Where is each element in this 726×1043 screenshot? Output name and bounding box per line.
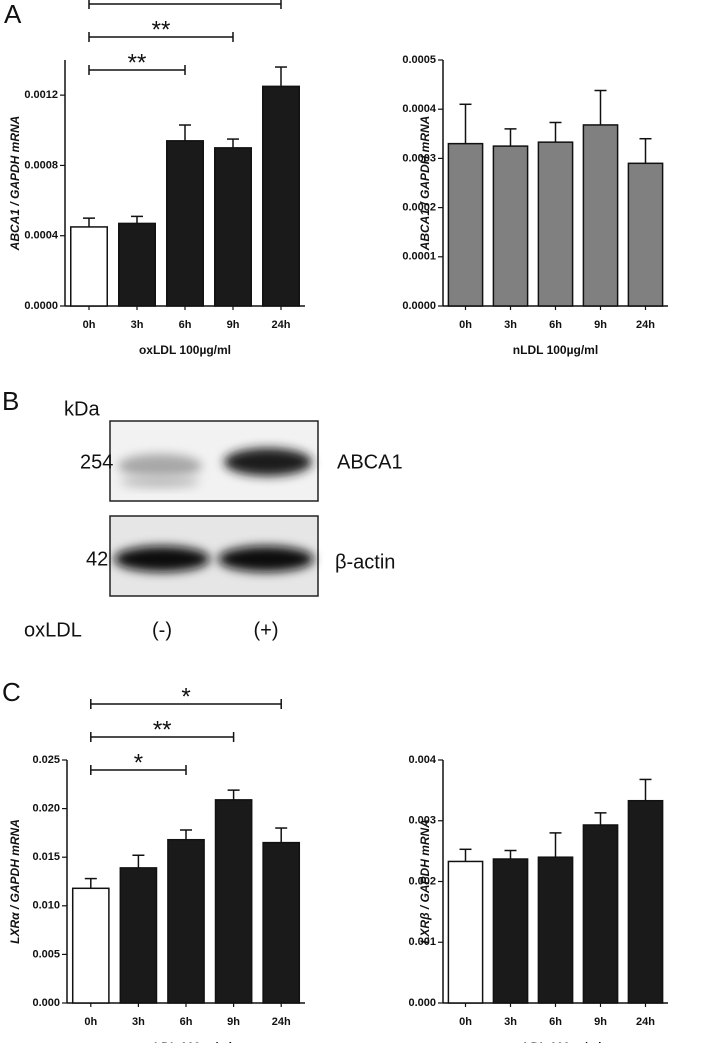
bar <box>492 145 529 307</box>
x-tick-label: 24h <box>636 319 655 331</box>
y-tick-label: 0.0004 <box>24 230 59 242</box>
y-tick-label: 0.0003 <box>402 152 436 164</box>
y-tick-label: 0.010 <box>32 900 60 912</box>
y-tick-label: 0.005 <box>32 948 60 960</box>
x-tick-label: 3h <box>132 1016 145 1028</box>
y-tick-label: 0.0004 <box>402 103 437 115</box>
significance-label: ** <box>153 716 172 743</box>
bar <box>627 799 664 1004</box>
y-tick-label: 0.0002 <box>402 202 436 214</box>
y-tick-label: 0.003 <box>408 815 436 827</box>
bar <box>118 222 156 307</box>
blot-band <box>218 546 314 572</box>
blot-unit: kDa <box>64 398 100 420</box>
lane-label: (-) <box>152 619 172 641</box>
significance-label: * <box>181 683 190 710</box>
y-axis-label: ABCA1 / GAPDH mRNA <box>418 116 432 252</box>
x-tick-label: 3h <box>504 319 517 331</box>
bar <box>214 147 252 307</box>
panel-letter: A <box>4 0 22 29</box>
y-axis-label: ABCA1 / GAPDH mRNA <box>8 116 22 252</box>
western-blot: kDa 254 ABCA1 42 β-actin oxLDL (-) (+) <box>24 398 403 641</box>
x-tick-label: 3h <box>131 319 144 331</box>
bar <box>262 841 301 1004</box>
blot-band <box>120 476 200 488</box>
panel-letter: B <box>2 386 19 416</box>
band-label: ABCA1 <box>337 451 403 473</box>
x-tick-label: 0h <box>83 319 96 331</box>
x-tick-label: 6h <box>179 319 192 331</box>
x-tick-label: 24h <box>636 1016 655 1028</box>
band-size: 42 <box>86 548 108 570</box>
blot-band <box>118 454 202 478</box>
x-tick-label: 0h <box>84 1016 97 1028</box>
y-tick-label: 0.002 <box>408 875 436 887</box>
x-tick-label: 0h <box>459 1016 472 1028</box>
bar <box>447 142 484 307</box>
y-tick-label: 0.000 <box>32 997 60 1009</box>
y-tick-label: 0.0005 <box>402 54 436 66</box>
y-tick-label: 0.025 <box>32 754 60 766</box>
x-tick-label: 9h <box>594 319 607 331</box>
y-tick-label: 0.0001 <box>402 251 436 263</box>
x-tick-label: 6h <box>180 1016 193 1028</box>
y-axis-label: LXRβ / GAPDH mRNA <box>418 819 432 944</box>
y-tick-label: 0.0012 <box>24 89 58 101</box>
x-tick-label: 9h <box>227 319 240 331</box>
blot-band <box>224 448 312 476</box>
significance-label: ** <box>176 0 195 10</box>
treatment-label: oxLDL <box>24 619 82 641</box>
bar <box>537 856 574 1004</box>
significance-label: * <box>134 749 143 776</box>
y-tick-label: 0.0008 <box>24 159 58 171</box>
bar <box>71 887 110 1004</box>
x-axis-label: oxLDL 100µg/ml <box>509 1040 601 1043</box>
y-tick-label: 0.015 <box>32 851 60 863</box>
significance-label: ** <box>152 16 171 43</box>
y-axis-label: LXRα / GAPDH mRNA <box>8 819 22 944</box>
bar <box>262 85 300 307</box>
x-tick-label: 9h <box>594 1016 607 1028</box>
y-tick-label: 0.020 <box>32 803 60 815</box>
panel-letter: C <box>2 677 21 707</box>
x-tick-label: 6h <box>549 1016 562 1028</box>
bar <box>167 838 205 1004</box>
x-tick-label: 0h <box>459 319 472 331</box>
x-tick-label: 24h <box>272 319 291 331</box>
bar <box>214 799 253 1004</box>
x-axis-label: nLDL 100µg/ml <box>513 343 598 357</box>
bar <box>492 858 529 1004</box>
bar <box>70 226 108 307</box>
y-tick-label: 0.000 <box>408 997 436 1009</box>
lane-label: (+) <box>254 619 279 641</box>
bar <box>582 124 619 307</box>
y-tick-label: 0.0000 <box>24 300 58 312</box>
band-size: 254 <box>80 451 113 473</box>
bar <box>582 824 619 1004</box>
x-tick-label: 24h <box>272 1016 291 1028</box>
band-label: β-actin <box>335 551 395 573</box>
bar <box>166 140 204 307</box>
y-tick-label: 0.0000 <box>402 300 436 312</box>
y-tick-label: 0.001 <box>408 936 436 948</box>
blot-band <box>114 546 210 572</box>
significance-label: ** <box>128 49 147 76</box>
y-tick-label: 0.004 <box>408 754 436 766</box>
x-tick-label: 3h <box>504 1016 517 1028</box>
bar <box>119 867 158 1004</box>
x-axis-label: oxLDL 100µg/ml <box>140 1040 232 1043</box>
bar <box>447 860 484 1004</box>
bar <box>537 141 574 307</box>
bar <box>627 162 664 307</box>
x-tick-label: 6h <box>549 319 562 331</box>
x-tick-label: 9h <box>227 1016 240 1028</box>
x-axis-label: oxLDL 100µg/ml <box>139 343 231 357</box>
